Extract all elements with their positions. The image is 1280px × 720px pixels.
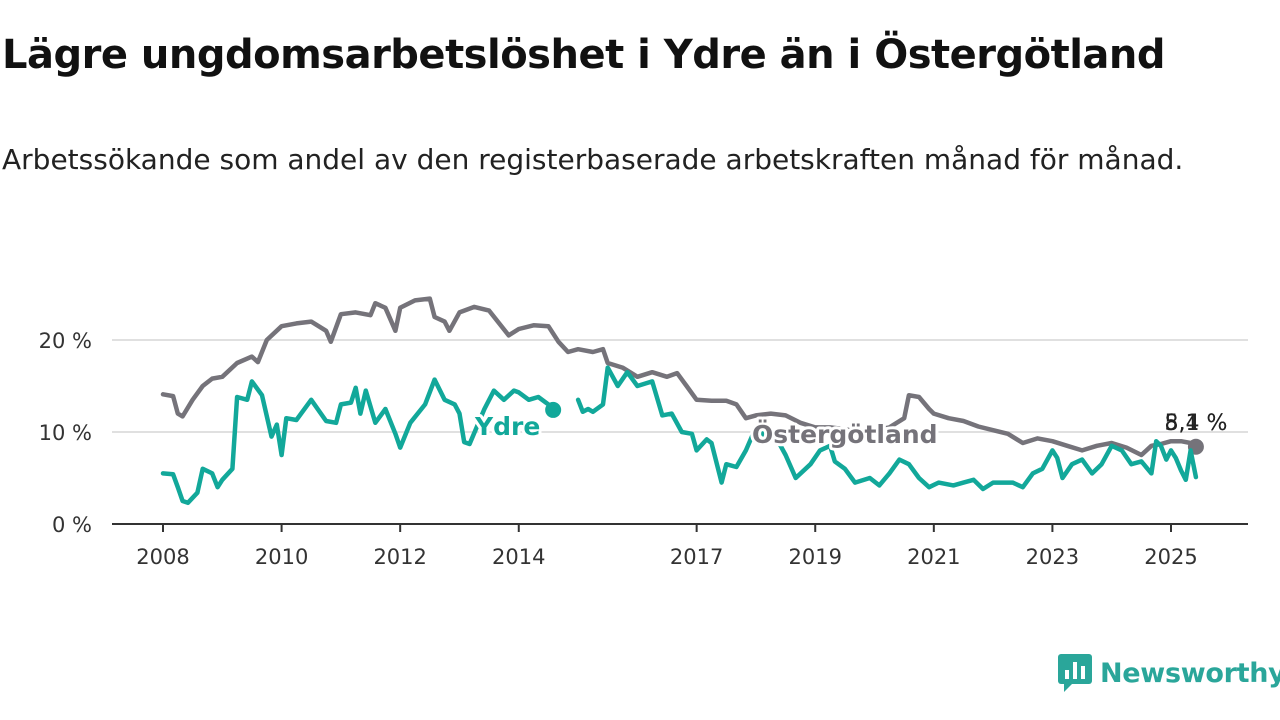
y-tick-label: 10 %: [39, 421, 92, 445]
x-tick-label: 2023: [1026, 545, 1079, 569]
chart-subtitle: Arbetssökande som andel av den registerb…: [2, 143, 1184, 176]
series-lines: [160, 296, 1204, 506]
x-tick-label: 2008: [136, 545, 189, 569]
y-tick-label: 20 %: [39, 329, 92, 353]
x-tick-label: 2014: [492, 545, 545, 569]
grid-lines: [112, 339, 1248, 433]
series-line-östergötland: [160, 296, 1199, 458]
end-value-label: 5,1 %: [1165, 411, 1228, 436]
end-value-label: 8,4 %: [1165, 411, 1228, 436]
x-tick-label: 2019: [789, 545, 842, 569]
x-tick-label: 2021: [907, 545, 960, 569]
y-axis-ticks: 0 % 10 % 20 %: [39, 329, 92, 537]
chart-title: Lägre ungdomsarbetslöshet i Ydre än i Ös…: [2, 32, 1166, 78]
brand-name: Newsworthy: [1100, 657, 1280, 689]
end-point-ydre: [545, 401, 562, 418]
series-name-label: Ydre: [474, 412, 540, 441]
newsworthy-logo-icon: [1058, 654, 1092, 692]
line-chart: 0 % 10 % 20 % 2008 2010 2012 2014 2017 2019 2021…: [39, 296, 1248, 569]
newsworthy-logo: Newsworthy: [1058, 654, 1280, 692]
series-labels: 8,4 %5,1 % Östergötland Ydre: [471, 409, 1228, 452]
y-tick-label: 0 %: [52, 513, 92, 537]
x-tick-label: 2010: [255, 545, 308, 569]
x-tick-label: 2025: [1144, 545, 1197, 569]
series-line-ydre: [575, 365, 1199, 492]
x-tick-label: 2017: [670, 545, 723, 569]
series-line-ydre: [160, 377, 556, 506]
x-tick-label: 2012: [373, 545, 426, 569]
x-axis: 2008 2010 2012 2014 2017 2019 2021 2023 2025: [112, 523, 1248, 569]
series-name-label: Östergötland: [752, 419, 938, 449]
